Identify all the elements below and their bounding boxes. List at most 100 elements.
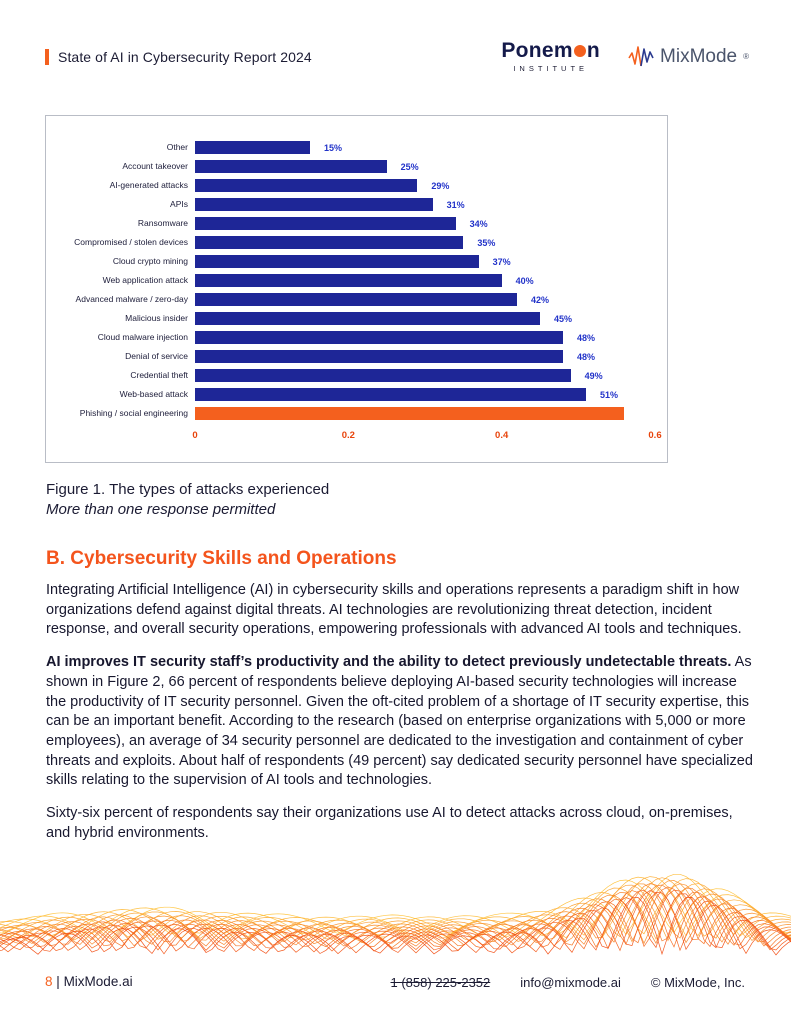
bar-value-label: 48%: [577, 351, 596, 362]
x-tick-label: 0.2: [341, 430, 355, 441]
figure-caption-title: Figure 1. The types of attacks experienc…: [46, 481, 330, 498]
accent-bar: [45, 48, 49, 65]
bar-category-label: Phishing / social engineering: [79, 408, 188, 419]
bar-value-label: 34%: [469, 218, 488, 229]
bar-category-label: Web application attack: [102, 275, 188, 286]
figure-caption: Figure 1. The types of attacks experienc…: [46, 481, 329, 518]
bar-value-label: 35%: [477, 237, 496, 248]
wave-line: [0, 889, 791, 952]
bar-track: 35%: [195, 236, 655, 249]
ponemon-text-2: n: [586, 39, 601, 62]
bar-track: [195, 407, 655, 420]
bar-category-label: Ransomware: [137, 218, 188, 229]
bar: [195, 312, 540, 325]
bar: [195, 407, 625, 420]
bar: [195, 350, 563, 363]
bar: [195, 198, 433, 211]
bar-value-label: 40%: [515, 275, 534, 286]
bar-category-label: Web-based attack: [119, 389, 188, 400]
paragraph-1: Integrating Artificial Intelligence (AI)…: [46, 581, 753, 640]
report-title: State of AI in Cybersecurity Report 2024: [58, 48, 312, 65]
wave-line: [0, 873, 791, 936]
bar-row: Other 15%: [46, 138, 667, 157]
page-header: State of AI in Cybersecurity Report 2024…: [45, 40, 749, 73]
ponemon-wordmark: Ponem n: [501, 40, 600, 61]
logo-group: Ponem n INSTITUTE MixMode ®: [501, 40, 749, 73]
wave-line: [0, 884, 791, 942]
paragraph-2-text: As shown in Figure 2, 66 percent of resp…: [46, 654, 753, 789]
bar: [195, 274, 502, 287]
bar-track: 42%: [195, 293, 655, 306]
bar-category-label: Compromised / stolen devices: [74, 237, 188, 248]
bar-track: 40%: [195, 274, 655, 287]
body-copy: B. Cybersecurity Skills and Operations I…: [46, 548, 753, 857]
ponemon-orange-o-icon: [573, 44, 586, 57]
footer-site: MixMode.ai: [63, 974, 133, 989]
mixmode-wave-icon: [628, 45, 654, 66]
bar-value-label: 42%: [531, 294, 550, 305]
bar-category-label: APIs: [170, 199, 188, 210]
header-title-group: State of AI in Cybersecurity Report 2024: [45, 48, 312, 65]
bar-row: Web application attack 40%: [46, 271, 667, 290]
bar-category-label: Cloud malware injection: [97, 332, 188, 343]
bar: [195, 160, 387, 173]
bar-row: Denial of service 48%: [46, 347, 667, 366]
bar-row: APIs 31%: [46, 195, 667, 214]
x-tick-label: 0: [192, 430, 198, 441]
ponemon-institute-label: INSTITUTE: [513, 64, 589, 73]
bar-value-label: 25%: [400, 161, 419, 172]
bar-row: Compromised / stolen devices 35%: [46, 233, 667, 252]
bar-value-label: 49%: [584, 370, 603, 381]
wave-line: [0, 893, 791, 954]
bar-row: Advanced malware / zero-day 42%: [46, 290, 667, 309]
bar-track: 34%: [195, 217, 655, 230]
bar-track: 25%: [195, 160, 655, 173]
mixmode-wordmark: MixMode: [660, 45, 738, 67]
wave-line: [0, 892, 791, 955]
paragraph-2-lead: AI improves IT security staff’s producti…: [46, 654, 732, 671]
footer-separator: |: [56, 974, 60, 989]
mixmode-logo: MixMode ®: [628, 44, 749, 70]
bar: [195, 141, 310, 154]
bar-track: 48%: [195, 331, 655, 344]
wave-decoration: [0, 873, 791, 956]
wave-line: [0, 890, 791, 949]
bar-row: Malicious insider 45%: [46, 309, 667, 328]
bar-track: 31%: [195, 198, 655, 211]
bar-category-label: Cloud crypto mining: [112, 256, 188, 267]
bar: [195, 293, 517, 306]
bar: [195, 331, 563, 344]
phone-link[interactable]: 1 (858) 225-2352: [390, 975, 491, 990]
bar: [195, 369, 571, 382]
wave-line: [0, 883, 791, 945]
x-tick-label: 0.6: [648, 430, 662, 441]
email-link[interactable]: info@mixmode.ai: [520, 975, 621, 990]
ponemon-logo: Ponem n INSTITUTE: [501, 40, 600, 73]
bar-track: 45%: [195, 312, 655, 325]
bar-track: 49%: [195, 369, 655, 382]
bar-row: Phishing / social engineering: [46, 404, 667, 423]
bar-row: Cloud crypto mining 37%: [46, 252, 667, 271]
bar-row: Cloud malware injection 48%: [46, 328, 667, 347]
bar-row: AI-generated attacks 29%: [46, 176, 667, 195]
mixmode-registered-mark: ®: [743, 52, 749, 61]
bar-track: 48%: [195, 350, 655, 363]
bar-category-label: Denial of service: [125, 351, 188, 362]
bar-value-label: 48%: [577, 332, 596, 343]
paragraph-1-text: Integrating Artificial Intelligence (AI)…: [46, 582, 742, 638]
bar-value-label: 37%: [492, 256, 511, 267]
figure-caption-note: More than one response permitted: [46, 501, 276, 518]
x-tick-label: 0.4: [495, 430, 509, 441]
wave-line: [0, 897, 791, 956]
copyright-text: © MixMode, Inc.: [650, 975, 745, 990]
bar-value-label: 29%: [431, 180, 450, 191]
bar-category-label: Account takeover: [122, 161, 188, 172]
bar: [195, 217, 456, 230]
wave-line: [0, 876, 791, 939]
figure1-chart: Other 15% Account takeover 25% AI-generated …: [45, 115, 668, 463]
wave-line: [0, 876, 791, 937]
bar-category-label: AI-generated attacks: [109, 180, 188, 191]
page-number: 8: [45, 974, 53, 989]
bar-row: Credential theft 49%: [46, 366, 667, 385]
paragraph-3: Sixty-six percent of respondents say the…: [46, 804, 753, 843]
